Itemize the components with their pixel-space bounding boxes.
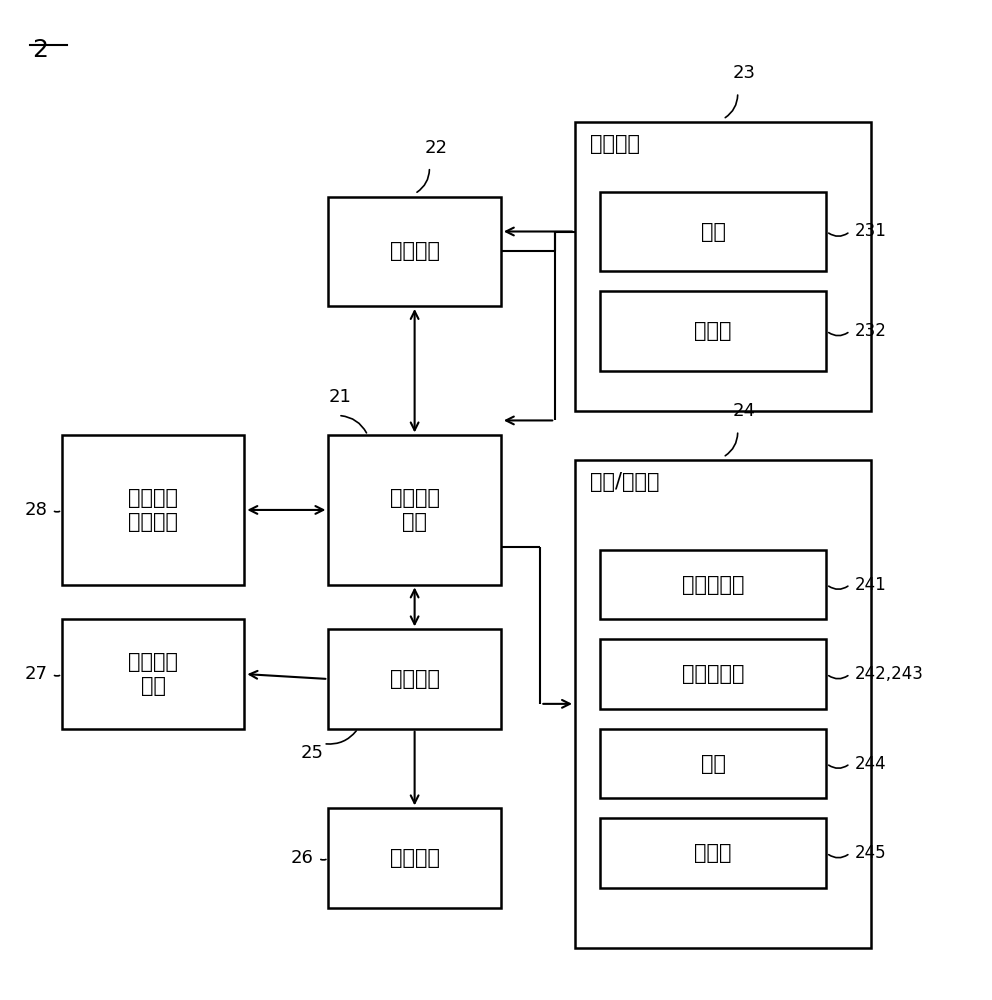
- Text: 按键: 按键: [700, 222, 725, 241]
- Text: 影像撷取器: 影像撷取器: [682, 664, 744, 684]
- Text: 231: 231: [855, 223, 887, 240]
- Bar: [599, 192, 826, 271]
- Text: 25: 25: [301, 744, 323, 762]
- Text: 无线网络
传输单元: 无线网络 传输单元: [128, 488, 179, 532]
- Bar: [599, 550, 826, 619]
- Bar: [599, 729, 826, 798]
- Text: 27: 27: [24, 665, 48, 683]
- Text: 储存单元: 储存单元: [390, 848, 439, 868]
- Text: 指示灯: 指示灯: [694, 843, 732, 863]
- Text: 电力单元: 电力单元: [390, 241, 439, 261]
- Bar: [328, 197, 501, 306]
- Bar: [599, 291, 826, 371]
- Text: 声音接收器: 声音接收器: [682, 575, 744, 595]
- Bar: [62, 435, 244, 585]
- Bar: [599, 639, 826, 709]
- Bar: [599, 818, 826, 888]
- Text: 21: 21: [328, 388, 351, 406]
- Bar: [575, 460, 871, 948]
- Text: 物体辨识
单元: 物体辨识 单元: [128, 652, 179, 696]
- Text: 242,243: 242,243: [855, 665, 924, 683]
- Text: 2: 2: [33, 38, 49, 62]
- Bar: [328, 629, 501, 729]
- Bar: [328, 808, 501, 908]
- Text: 245: 245: [855, 844, 887, 862]
- Bar: [328, 435, 501, 585]
- Text: 244: 244: [855, 755, 887, 773]
- Text: 232: 232: [855, 322, 887, 340]
- Text: 28: 28: [24, 501, 48, 519]
- Text: 23: 23: [733, 64, 756, 82]
- Text: 记忆单元: 记忆单元: [390, 669, 439, 689]
- Text: 控制单元: 控制单元: [589, 134, 640, 154]
- Bar: [575, 122, 871, 410]
- Text: 26: 26: [291, 849, 313, 867]
- Text: 24: 24: [733, 402, 756, 420]
- Bar: [62, 619, 244, 729]
- Text: 中央处理
单元: 中央处理 单元: [390, 488, 439, 532]
- Text: 显示屏: 显示屏: [694, 321, 732, 341]
- Text: 241: 241: [855, 576, 887, 594]
- Text: 输入/出单元: 输入/出单元: [589, 472, 660, 492]
- Text: 22: 22: [425, 139, 447, 157]
- Text: 喇叭: 喇叭: [700, 754, 725, 774]
